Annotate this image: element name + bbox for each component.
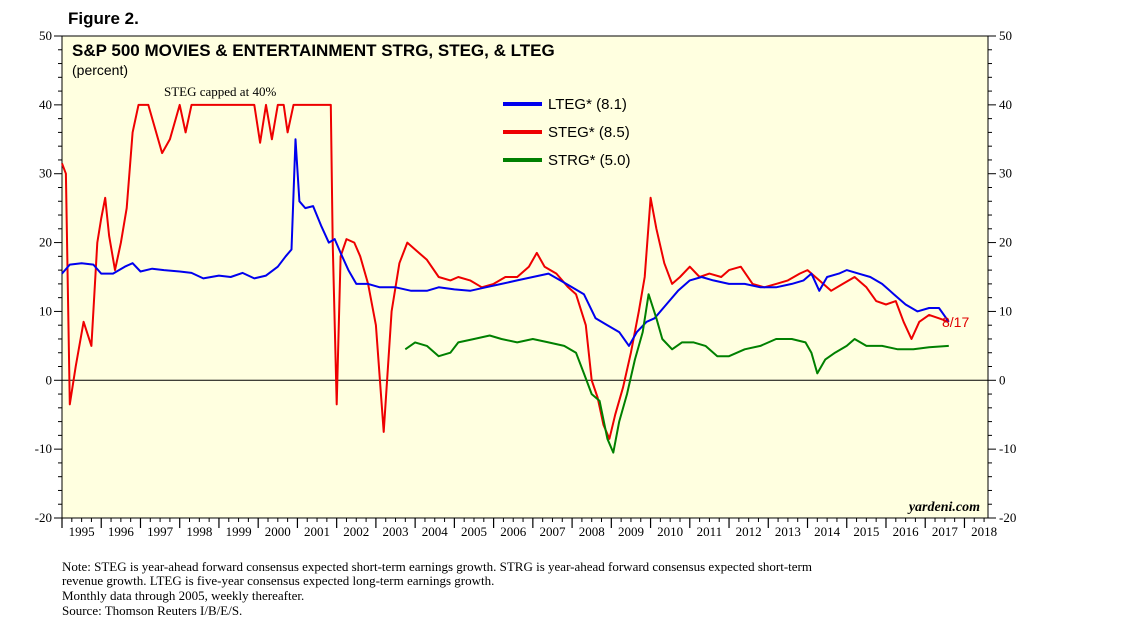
y-tick-label-right: 50 [999,28,1012,43]
x-tick-label: 2006 [500,524,527,539]
y-tick-label-right: 30 [999,166,1012,181]
x-tick-label: 2015 [853,524,879,539]
series-layer [61,103,950,454]
x-tick-label: 2002 [343,524,369,539]
y-tick-label-right: 20 [999,235,1012,250]
chart-title: S&P 500 MOVIES & ENTERTAINMENT STRG, STE… [72,41,555,60]
x-tick-label: 1996 [108,524,135,539]
x-tick-label: 2000 [265,524,291,539]
y-tick-label-right: 10 [999,303,1012,318]
x-tick-label: 2011 [697,524,723,539]
y-axis-right: -20 -10 0 10 20 30 40 50 [988,28,1016,525]
series-line-2 [404,293,949,454]
y-tick-label-left: 10 [39,303,52,318]
chart-subtitle: (percent) [72,62,128,78]
y-axis-left: -20 -10 0 10 20 30 40 50 [35,28,62,525]
x-tick-label: 2010 [657,524,683,539]
legend-label: STEG* (8.5) [548,124,630,141]
x-tick-label: 2008 [579,524,605,539]
x-tick-label: 2013 [775,524,801,539]
legend-label: STRG* (5.0) [548,152,631,169]
y-tick-label-left: 30 [39,166,52,181]
legend: LTEG* (8.1) STEG* (8.5) STRG* (5.0) [503,96,631,169]
x-tick-label: 2005 [461,524,487,539]
brand-label: yardeni.com [907,500,980,515]
x-tick-label: 2009 [618,524,644,539]
x-tick-label: 2001 [304,524,330,539]
note-line-1: Note: STEG is year-ahead forward consens… [62,559,812,574]
series-line-0 [61,138,950,347]
x-axis: 1995 1996 1997 1998 1999 2000 2001 2002 2003 2004… [61,518,997,539]
x-tick-label: 1999 [226,524,252,539]
annotation-steg-cap: STEG capped at 40% [164,84,276,99]
annotation-end-date: 8/17 [942,314,969,330]
y-tick-label-left: 20 [39,235,52,250]
x-tick-label: 2014 [814,524,841,539]
x-tick-label: 1998 [186,524,212,539]
x-tick-label: 2016 [893,524,920,539]
x-tick-label: 1997 [147,524,174,539]
legend-label: LTEG* (8.1) [548,96,627,113]
y-tick-label-left: 50 [39,28,52,43]
x-tick-label: 2007 [539,524,566,539]
y-tick-label-right: 40 [999,97,1012,112]
y-tick-label-left: 40 [39,97,52,112]
y-tick-label-right: -20 [999,510,1016,525]
note-line-4: Source: Thomson Reuters I/B/E/S. [62,603,242,618]
y-tick-label-left: -10 [35,441,52,456]
x-tick-label: 2003 [383,524,409,539]
y-tick-label-right: 0 [999,372,1006,387]
y-tick-label-right: -10 [999,441,1016,456]
note-line-3: Monthly data through 2005, weekly therea… [62,588,304,603]
figure-label: Figure 2. [68,9,139,28]
x-tick-label: 1995 [69,524,95,539]
x-tick-label: 2018 [971,524,997,539]
y-tick-label-left: 0 [46,372,53,387]
x-tick-label: 2017 [932,524,959,539]
x-tick-label: 2004 [422,524,449,539]
x-tick-label: 2012 [736,524,762,539]
y-tick-label-left: -20 [35,510,52,525]
note-line-2: revenue growth. LTEG is five-year consen… [62,573,494,588]
